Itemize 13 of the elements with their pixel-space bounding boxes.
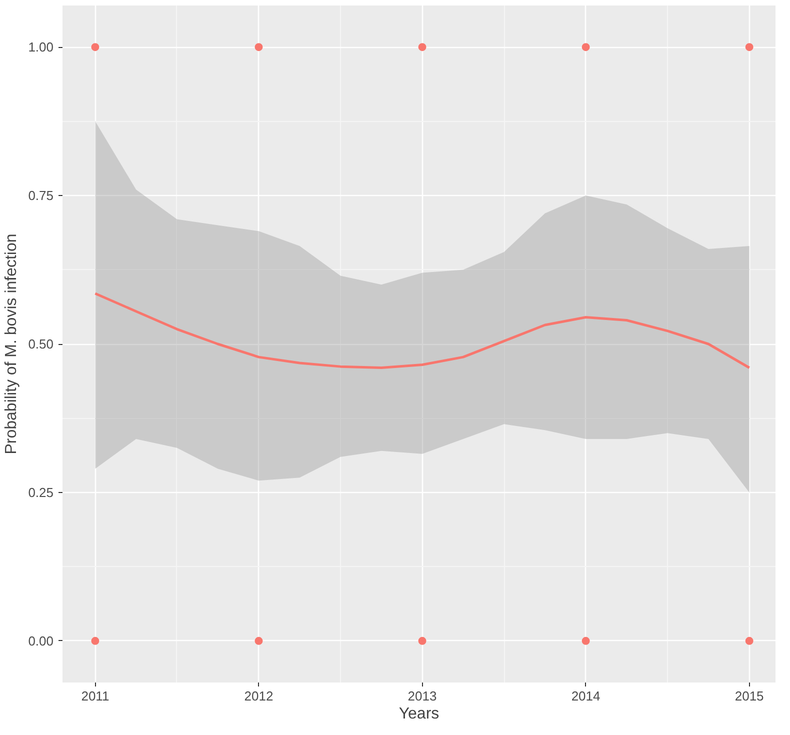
- x-tick-label: 2013: [408, 688, 437, 704]
- x-tick-label: 2012: [244, 688, 274, 704]
- y-tick-label: 0.00: [28, 633, 54, 648]
- y-tick-label: 1.00: [28, 40, 54, 55]
- y-tick-label: 0.75: [28, 188, 54, 204]
- y-tick-label: 0.25: [28, 484, 54, 500]
- y-axis-title: Probability of M. bovis infection: [3, 234, 20, 454]
- x-tick-label: 2011: [81, 688, 110, 704]
- x-tick-label: 2014: [571, 688, 600, 704]
- x-axis-title: Years: [398, 706, 440, 722]
- line-series: [94, 292, 751, 370]
- y-tick-label: 0.50: [28, 336, 54, 352]
- x-tick-label: 2015: [734, 688, 764, 704]
